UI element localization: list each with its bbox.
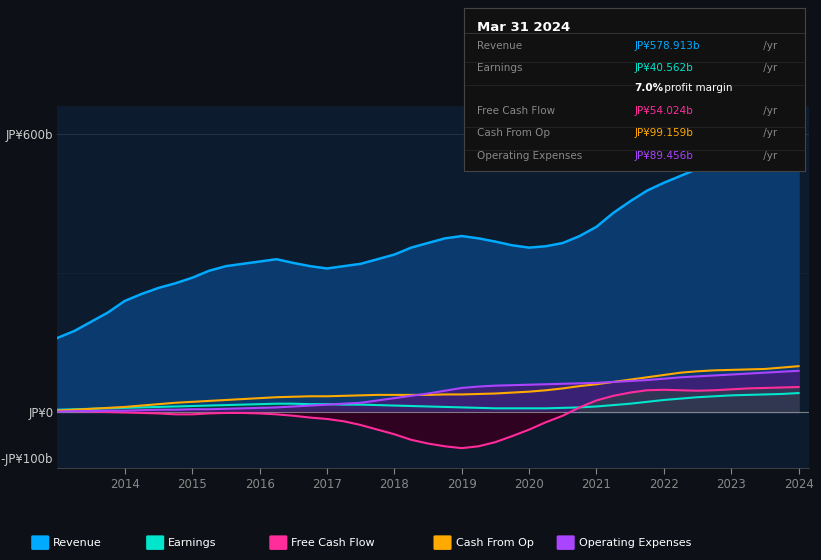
Text: Cash From Op: Cash From Op [456, 538, 534, 548]
Text: JP¥578.913b: JP¥578.913b [635, 41, 699, 51]
Text: Cash From Op: Cash From Op [478, 128, 551, 138]
Text: /yr: /yr [760, 41, 777, 51]
Text: JP¥89.456b: JP¥89.456b [635, 151, 693, 161]
Text: Operating Expenses: Operating Expenses [478, 151, 583, 161]
Text: Earnings: Earnings [168, 538, 217, 548]
Text: Revenue: Revenue [53, 538, 102, 548]
Text: Mar 31 2024: Mar 31 2024 [478, 21, 571, 34]
Text: profit margin: profit margin [662, 83, 733, 93]
Text: JP¥54.024b: JP¥54.024b [635, 106, 693, 116]
Text: JP¥99.159b: JP¥99.159b [635, 128, 693, 138]
Text: /yr: /yr [760, 128, 777, 138]
Text: 7.0%: 7.0% [635, 83, 663, 93]
Text: /yr: /yr [760, 63, 777, 73]
Text: Free Cash Flow: Free Cash Flow [291, 538, 375, 548]
Text: Earnings: Earnings [478, 63, 523, 73]
Text: Operating Expenses: Operating Expenses [579, 538, 691, 548]
Text: /yr: /yr [760, 151, 777, 161]
Text: Revenue: Revenue [478, 41, 523, 51]
Text: JP¥40.562b: JP¥40.562b [635, 63, 693, 73]
Text: Free Cash Flow: Free Cash Flow [478, 106, 556, 116]
Text: /yr: /yr [760, 106, 777, 116]
